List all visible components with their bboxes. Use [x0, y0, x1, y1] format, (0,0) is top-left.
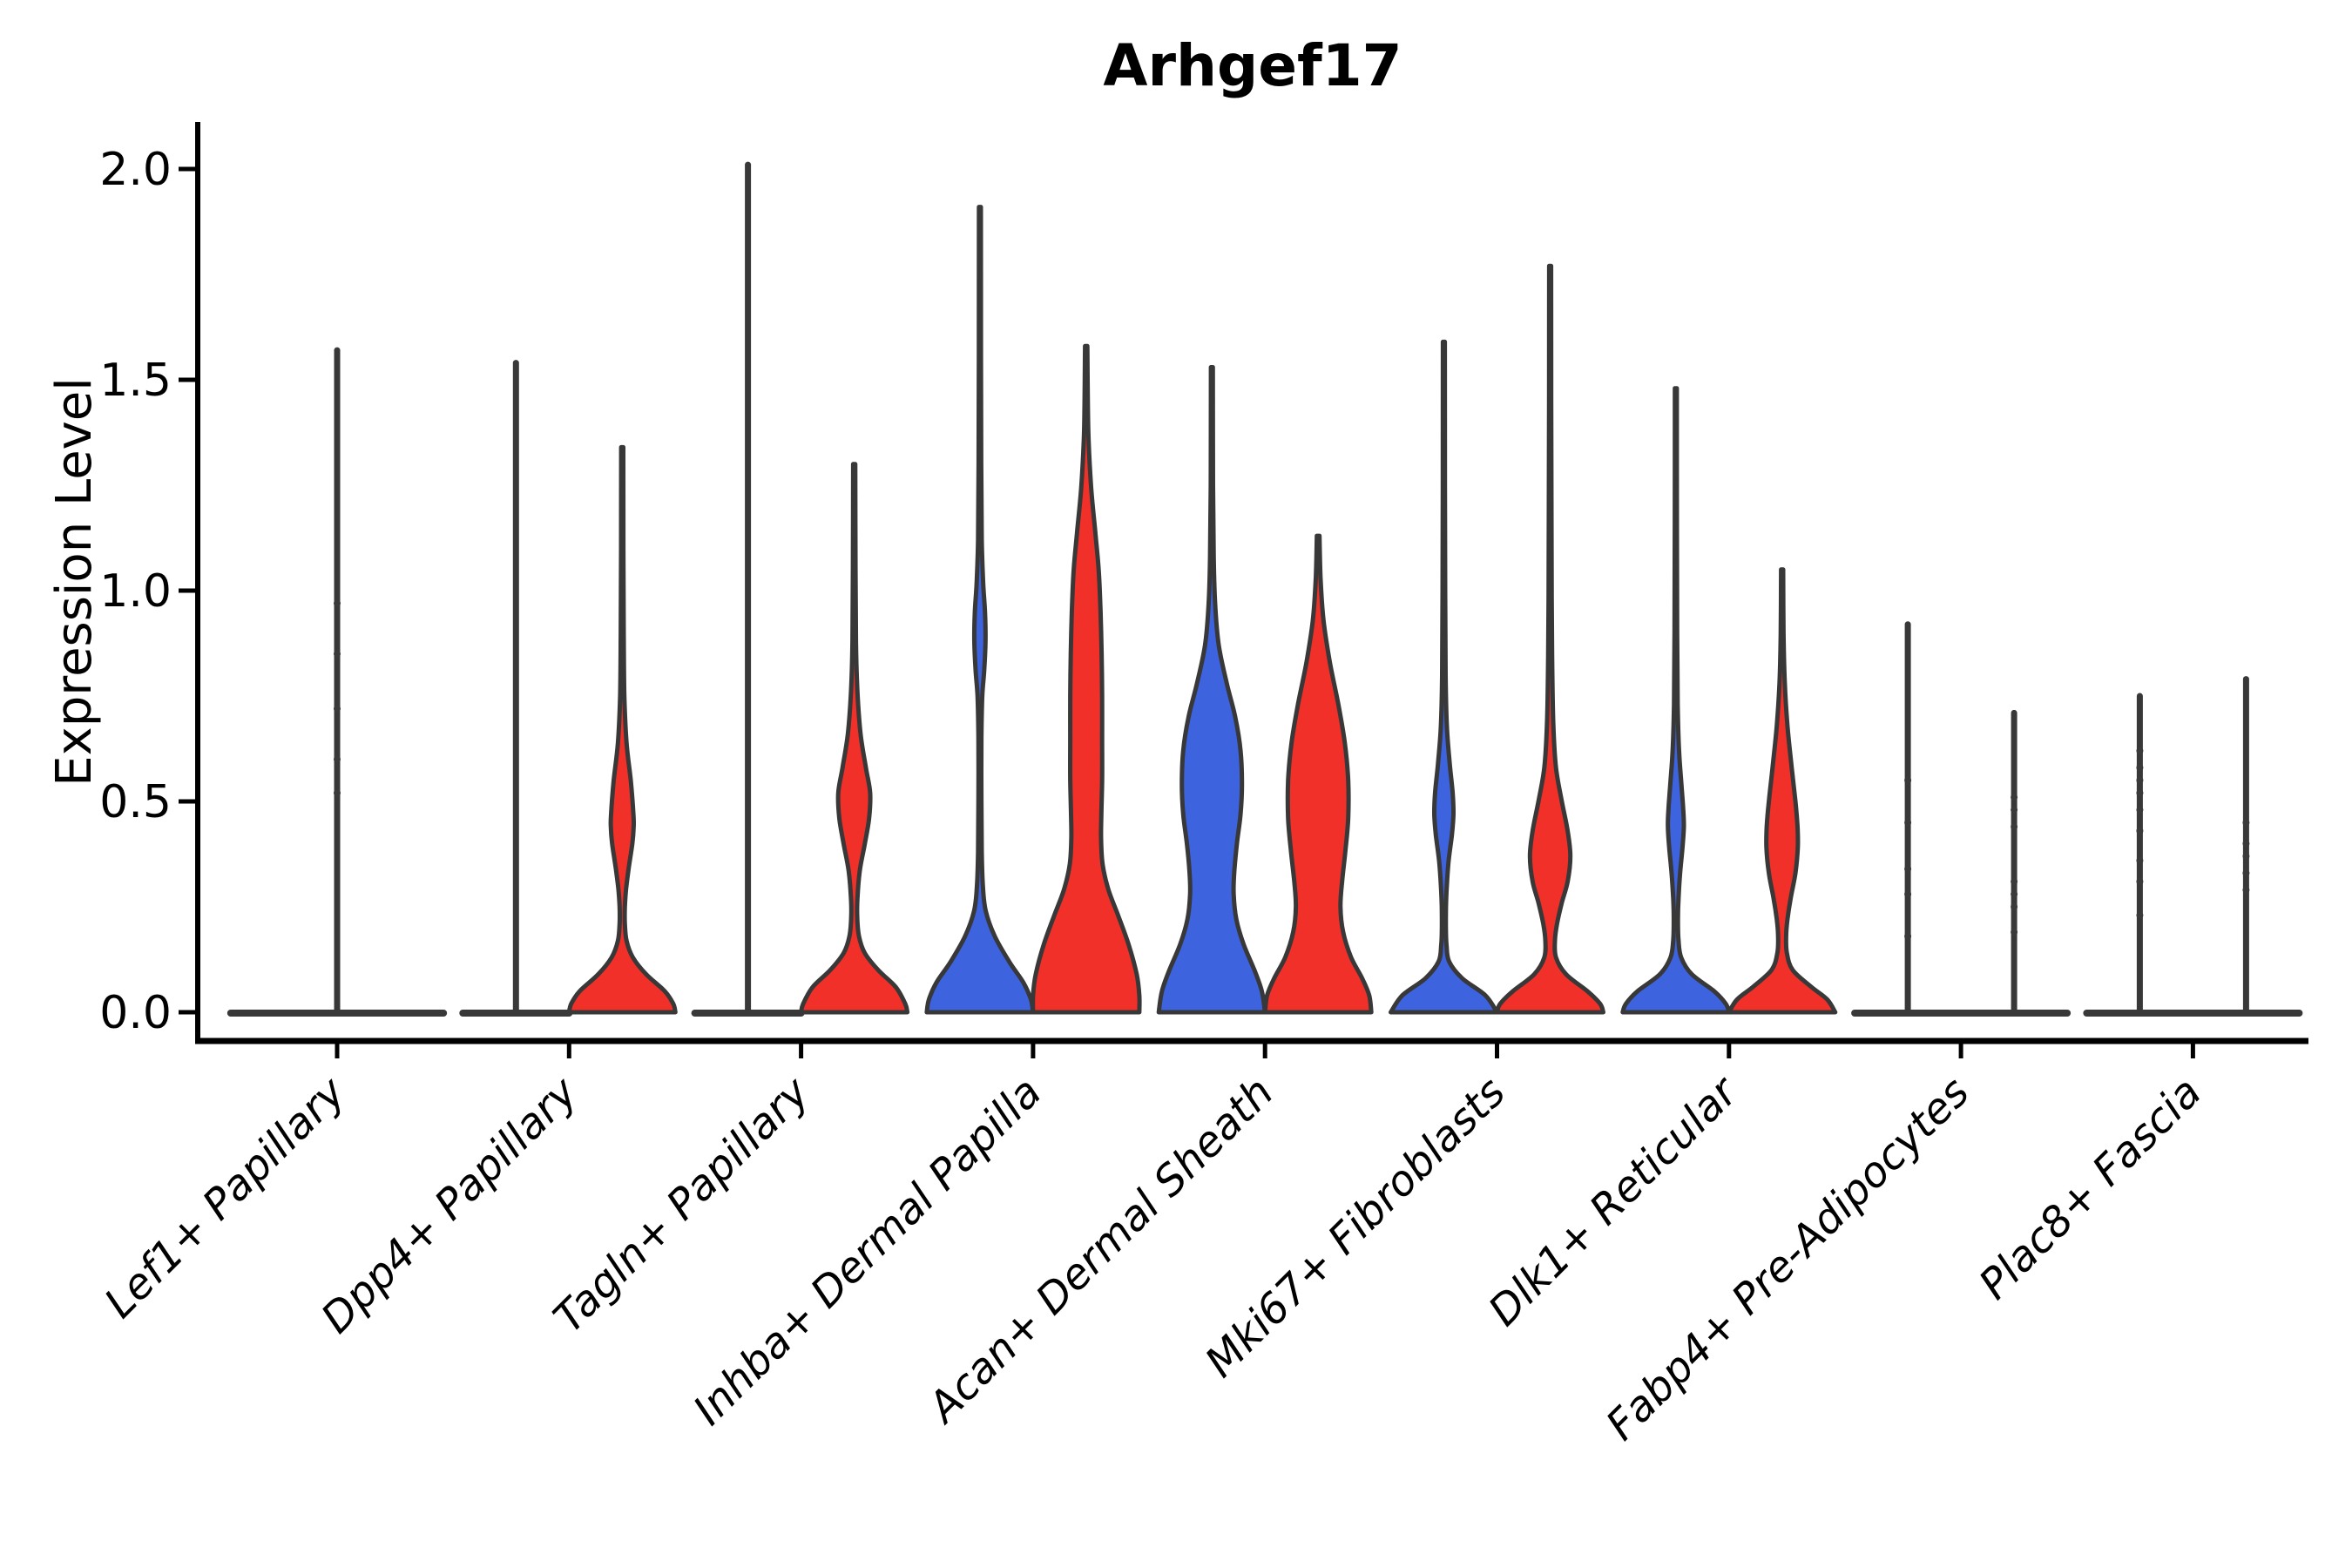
expression-dot	[2136, 827, 2144, 835]
expression-dot	[2136, 747, 2144, 754]
violin-inhba-dermal-papilla-red	[1031, 343, 1142, 1015]
x-tick-label-9: Plac8+ Fascia	[1970, 1068, 2211, 1309]
x-tick-label-2: Dpp4+ Papillary	[312, 1067, 587, 1342]
violin-shapes	[226, 161, 2303, 1017]
expression-dot	[1904, 819, 1912, 827]
violin-dlk1-reticular-blue	[1620, 386, 1732, 1015]
expression-dot	[2011, 823, 2018, 831]
expression-dot	[2136, 764, 2144, 772]
expression-dot	[1904, 932, 1912, 940]
chart-title: Arhgef17	[1103, 32, 1402, 99]
expression-dot	[1904, 890, 1912, 898]
expression-dot	[2011, 877, 2018, 885]
violin-acan-dermal-sheath-red	[1262, 533, 1374, 1015]
y-axis-label: Expression Level	[46, 377, 103, 787]
expression-dot	[2011, 929, 2018, 936]
expression-dots	[334, 599, 2250, 940]
expression-dot	[2136, 806, 2144, 814]
violin-mki67-fibroblasts-red	[1495, 263, 1605, 1015]
violin-dlk1-reticular-red	[1727, 567, 1838, 1015]
expression-dot	[2011, 890, 2018, 898]
violin-tagln-papillary-red	[799, 462, 910, 1015]
expression-dot	[2242, 840, 2250, 848]
y-tick-label: 0.5	[99, 776, 172, 828]
y-tick-label: 0.0	[99, 987, 172, 1039]
expression-dot	[2011, 794, 2018, 801]
y-tick-label: 1.5	[99, 355, 172, 407]
expression-dot	[2136, 856, 2144, 864]
expression-dot	[334, 599, 341, 607]
expression-dot	[1904, 776, 1912, 784]
expression-dot	[334, 755, 341, 763]
violin-dpp4-papillary-red	[566, 444, 678, 1015]
expression-dot	[2242, 886, 2250, 894]
expression-dot	[2136, 911, 2144, 919]
x-tick-label-1: Lef1+ Papillary	[95, 1067, 355, 1328]
x-tick-label-3: Tagln+ Papillary	[544, 1067, 820, 1342]
expression-dot	[2136, 877, 2144, 885]
expression-dot	[2242, 819, 2250, 827]
axes: 0.0 0.5 1.0 1.5 2.0	[99, 122, 2308, 1058]
expression-dot	[2136, 789, 2144, 797]
expression-dot	[2242, 869, 2250, 877]
expression-dot	[334, 705, 341, 713]
expression-dot	[2242, 852, 2250, 860]
expression-dot	[1904, 865, 1912, 873]
y-tick-label: 1.0	[99, 565, 172, 618]
violin-acan-dermal-sheath-blue	[1156, 365, 1267, 1015]
x-tick-label-7: Dlk1+ Reticular	[1479, 1066, 1749, 1336]
violin-mki67-fibroblasts-blue	[1389, 339, 1499, 1015]
expression-dot	[2011, 806, 2018, 814]
expression-dot	[2136, 776, 2144, 784]
y-tick-label: 2.0	[99, 144, 172, 196]
expression-dot	[334, 789, 341, 797]
expression-dot	[334, 650, 341, 658]
violin-inhba-dermal-papilla-blue	[924, 205, 1036, 1015]
expression-dot	[2011, 903, 2018, 910]
